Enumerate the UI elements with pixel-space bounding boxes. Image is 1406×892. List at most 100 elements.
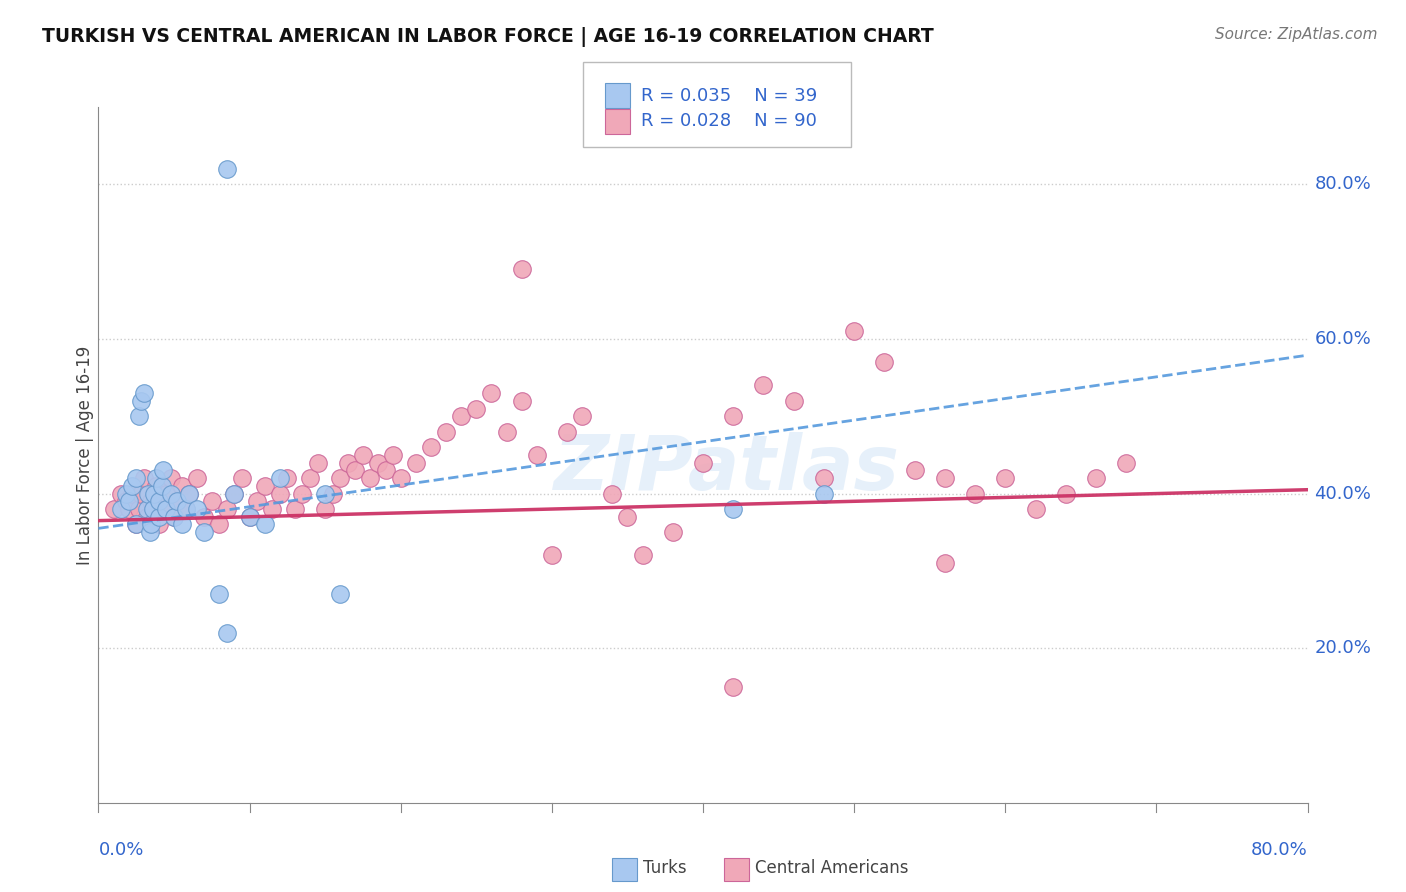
Point xyxy=(405,456,427,470)
Point xyxy=(150,502,173,516)
Point xyxy=(193,525,215,540)
Point xyxy=(344,463,367,477)
Point xyxy=(142,502,165,516)
Point xyxy=(239,509,262,524)
Point xyxy=(110,502,132,516)
Point xyxy=(540,549,562,563)
Point xyxy=(322,486,344,500)
Point xyxy=(329,587,352,601)
Point xyxy=(367,456,389,470)
Point xyxy=(186,502,208,516)
Text: 60.0%: 60.0% xyxy=(1315,330,1371,348)
Point xyxy=(314,486,336,500)
Point xyxy=(526,448,548,462)
Text: TURKISH VS CENTRAL AMERICAN IN LABOR FORCE | AGE 16-19 CORRELATION CHART: TURKISH VS CENTRAL AMERICAN IN LABOR FOR… xyxy=(42,27,934,46)
Point xyxy=(160,486,183,500)
Point xyxy=(721,409,744,424)
Point xyxy=(125,471,148,485)
Text: 40.0%: 40.0% xyxy=(1315,484,1371,502)
Point xyxy=(125,517,148,532)
Point xyxy=(148,509,170,524)
Point xyxy=(721,680,744,694)
Point xyxy=(329,471,352,485)
Point xyxy=(177,486,201,500)
Point xyxy=(1024,502,1046,516)
Point xyxy=(118,502,141,516)
Point xyxy=(813,471,835,485)
Point xyxy=(186,471,208,485)
Point xyxy=(174,502,197,516)
Point xyxy=(114,486,136,500)
Point xyxy=(307,456,329,470)
Point xyxy=(163,509,186,524)
Point xyxy=(934,556,956,570)
Point xyxy=(166,494,188,508)
Point xyxy=(148,517,170,532)
Point xyxy=(224,486,246,500)
Point xyxy=(495,425,517,439)
Point xyxy=(150,479,173,493)
Point xyxy=(692,456,714,470)
Point xyxy=(145,479,167,493)
Point xyxy=(193,509,215,524)
Point xyxy=(352,448,374,462)
Point xyxy=(125,517,148,532)
Point xyxy=(121,479,143,493)
Point xyxy=(128,409,150,424)
Point xyxy=(110,486,132,500)
Point xyxy=(965,486,987,500)
Point xyxy=(118,494,141,508)
Point xyxy=(148,494,170,508)
Point xyxy=(314,502,336,516)
Text: Source: ZipAtlas.com: Source: ZipAtlas.com xyxy=(1215,27,1378,42)
Point xyxy=(1115,456,1137,470)
Point xyxy=(813,486,835,500)
Point xyxy=(136,486,159,500)
Point xyxy=(465,401,488,416)
Point xyxy=(510,393,533,408)
Text: 80.0%: 80.0% xyxy=(1251,841,1308,859)
Point xyxy=(481,386,503,401)
Point xyxy=(135,502,157,516)
Point xyxy=(121,486,143,500)
Point xyxy=(128,502,150,516)
Point xyxy=(555,425,578,439)
Point xyxy=(239,509,262,524)
Point xyxy=(434,425,457,439)
Point xyxy=(291,486,314,500)
Point xyxy=(215,161,238,176)
Point xyxy=(284,502,307,516)
Point xyxy=(160,471,183,485)
Text: ZIPatlas: ZIPatlas xyxy=(554,432,900,506)
Point xyxy=(253,479,276,493)
Point xyxy=(782,393,804,408)
Point xyxy=(336,456,359,470)
Point xyxy=(145,471,167,485)
Point xyxy=(215,502,238,516)
Point xyxy=(1085,471,1108,485)
Point xyxy=(661,525,683,540)
Point xyxy=(155,486,177,500)
Point xyxy=(170,517,193,532)
Point xyxy=(299,471,322,485)
Point xyxy=(374,463,396,477)
Point xyxy=(143,486,166,500)
Text: Turks: Turks xyxy=(643,859,686,877)
Point xyxy=(155,502,177,516)
Point xyxy=(208,517,231,532)
Point xyxy=(1054,486,1077,500)
Point xyxy=(844,324,866,338)
Point xyxy=(231,471,253,485)
Point xyxy=(873,355,896,369)
Point xyxy=(631,549,654,563)
Text: Central Americans: Central Americans xyxy=(755,859,908,877)
Point xyxy=(174,502,197,516)
Point xyxy=(139,525,162,540)
Point xyxy=(132,386,155,401)
Point xyxy=(262,502,284,516)
Point xyxy=(246,494,269,508)
Text: 20.0%: 20.0% xyxy=(1315,640,1371,657)
Y-axis label: In Labor Force | Age 16-19: In Labor Force | Age 16-19 xyxy=(76,345,94,565)
Point xyxy=(170,479,193,493)
Point xyxy=(177,486,201,500)
